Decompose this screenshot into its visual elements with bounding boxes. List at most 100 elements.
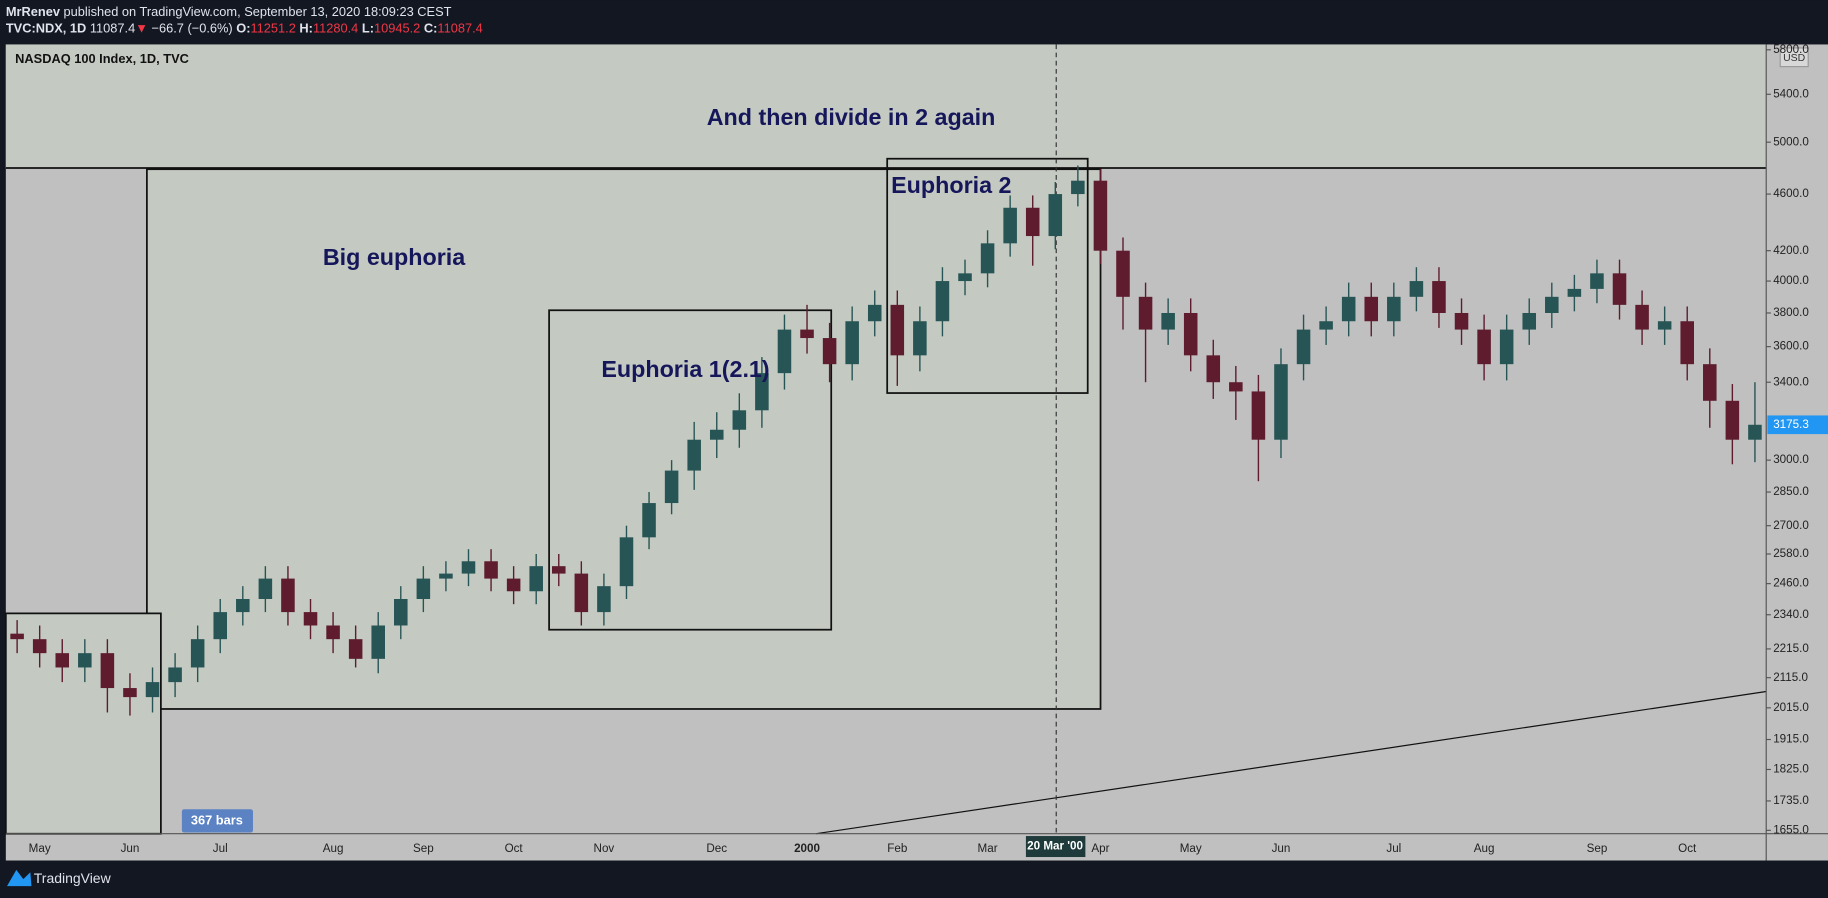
- y-tick-label: 2700.0: [1773, 519, 1809, 532]
- candle-body: [1138, 296, 1153, 330]
- candle-body: [845, 321, 859, 365]
- x-tick-label: Jun: [121, 842, 140, 855]
- candle-body: [394, 599, 408, 626]
- candle-body: [551, 566, 566, 574]
- candle-body: [32, 639, 47, 654]
- candle-body: [642, 503, 656, 538]
- annotation: Euphoria 1(2.1): [601, 356, 769, 382]
- candle-body: [281, 578, 295, 613]
- candle-body: [416, 578, 431, 600]
- x-tick-label: Dec: [706, 842, 727, 855]
- candle-body: [1725, 400, 1740, 440]
- trend-line: [815, 690, 1767, 835]
- y-tick-label: 1735.0: [1773, 794, 1809, 807]
- candle-body: [822, 338, 837, 365]
- candle-body: [1703, 364, 1717, 401]
- candle-body: [348, 639, 363, 659]
- bars-badge: [181, 809, 253, 833]
- candle-body: [1319, 321, 1333, 330]
- ohlc-value: 11087.4: [437, 21, 482, 36]
- y-tick-label: 1655.0: [1773, 823, 1809, 836]
- y-tick-label: 2115.0: [1773, 671, 1808, 684]
- x-tick-label: Jun: [1272, 842, 1291, 855]
- author: MrRenev: [6, 4, 61, 19]
- currency: USD: [1783, 53, 1806, 64]
- annotation: And then divide in 2 again: [707, 104, 996, 130]
- candle-body: [1590, 273, 1604, 289]
- x-tick-label: Aug: [1474, 842, 1495, 855]
- candle-body: [687, 439, 701, 471]
- candle-body: [1003, 207, 1017, 244]
- crosshair-badge: [1025, 836, 1086, 858]
- y-tick-label: 2015.0: [1773, 701, 1809, 714]
- ohlc-value: 11280.4: [313, 21, 358, 36]
- y-tick-label: 1825.0: [1773, 763, 1809, 776]
- y-tick-label: 5400.0: [1773, 87, 1809, 100]
- left-box: [4, 612, 162, 835]
- candle-body: [1161, 312, 1175, 330]
- candle-body: [10, 633, 24, 640]
- candle-body: [890, 304, 905, 356]
- footer: [0, 860, 1828, 898]
- x-tick-label: Oct: [505, 842, 524, 855]
- candle-body: [709, 429, 724, 440]
- candle-body: [145, 682, 160, 698]
- candle-body: [439, 573, 453, 579]
- ohlc-label: O:: [236, 21, 250, 36]
- change: −66.7 (−0.6%): [151, 21, 232, 36]
- candle-body: [123, 688, 137, 698]
- x-tick-label: 2000: [794, 842, 820, 855]
- x-tick-label: Jul: [1386, 842, 1401, 855]
- candle-body: [1116, 250, 1130, 297]
- candle-body: [755, 373, 769, 411]
- header-line: MrRenev published on TradingView.com, Se…: [6, 4, 452, 19]
- euphoria2-box: [886, 157, 1089, 394]
- candle-body: [1025, 207, 1040, 237]
- candle-body: [1409, 281, 1424, 297]
- candle-body: [1499, 329, 1514, 365]
- y-tick-label: 3000.0: [1773, 453, 1809, 466]
- currency-box: [1779, 47, 1809, 68]
- candle-body: [1545, 296, 1559, 313]
- x-tick-label: May: [1180, 842, 1202, 855]
- candle-body: [100, 653, 115, 689]
- candle-body: [1657, 321, 1672, 330]
- x-tick-label: Oct: [1678, 842, 1697, 855]
- x-tick-label: Apr: [1091, 842, 1109, 855]
- y-tick-label: 5800.0: [1773, 43, 1809, 56]
- y-tick-label: 1915.0: [1773, 733, 1809, 746]
- price-tag-label: 3175.3: [1773, 418, 1809, 431]
- ohlc-label: L:: [362, 21, 374, 36]
- x-tick-label: Mar: [978, 842, 998, 855]
- change-arrow: ▼: [135, 21, 148, 36]
- y-tick-label: 3400.0: [1773, 375, 1809, 388]
- candle-body: [597, 586, 611, 613]
- candle-body: [529, 566, 543, 592]
- ohlc-value: 10945.2: [374, 21, 420, 36]
- x-tick-label: Jul: [213, 842, 228, 855]
- candle-body: [958, 273, 972, 282]
- candle-body: [1341, 296, 1356, 322]
- candle-body: [213, 612, 228, 640]
- brand: TradingView: [34, 870, 112, 886]
- candle-body: [574, 573, 589, 613]
- annotation: Big euphoria: [323, 244, 466, 270]
- candles: [10, 165, 1762, 716]
- candle-body: [1522, 312, 1537, 330]
- crosshair-label: 20 Mar '00: [1027, 840, 1083, 853]
- candle-body: [1206, 355, 1221, 383]
- candle-body: [78, 653, 92, 668]
- candle-body: [55, 653, 70, 668]
- y-tick-label: 4000.0: [1773, 274, 1809, 287]
- bars-label: 367 bars: [191, 812, 243, 827]
- candle-body: [506, 578, 521, 592]
- chart-title: NASDAQ 100 Index, 1D, TVC: [15, 51, 189, 66]
- candle-body: [935, 281, 950, 322]
- candle-body: [1748, 424, 1762, 440]
- y-tick-label: 3600.0: [1773, 340, 1809, 353]
- y-tick-label: 2215.0: [1773, 642, 1809, 655]
- candle-body: [619, 537, 634, 587]
- candle-body: [1454, 312, 1469, 330]
